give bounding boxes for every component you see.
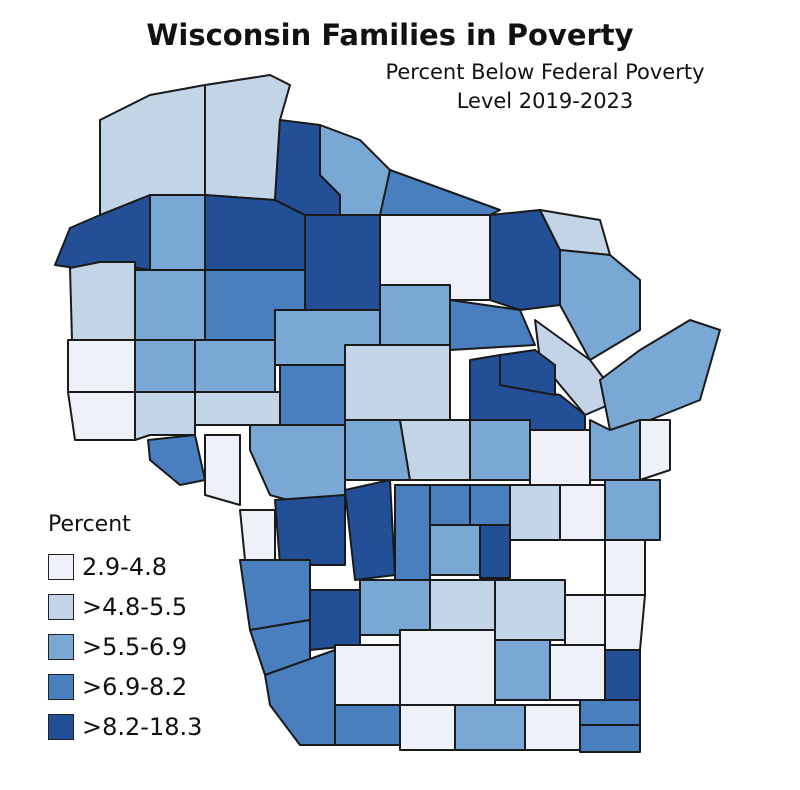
legend-swatch xyxy=(48,594,74,620)
county-shape xyxy=(204,434,241,506)
county-shape xyxy=(499,349,556,396)
legend-item: >4.8-5.5 xyxy=(48,587,202,627)
legend-swatch xyxy=(48,634,74,660)
county-shape xyxy=(454,704,526,751)
county-shape xyxy=(379,284,451,346)
county-shape xyxy=(399,419,471,481)
legend-item: >6.9-8.2 xyxy=(48,667,202,707)
county-shape xyxy=(304,214,381,311)
legend-label: >6.9-8.2 xyxy=(82,673,188,701)
county-shape xyxy=(249,424,346,506)
legend-label: 2.9-4.8 xyxy=(82,553,167,581)
county-shape xyxy=(344,344,451,421)
county-shape xyxy=(264,649,336,746)
county-shape xyxy=(134,269,206,341)
county-shape xyxy=(529,429,591,486)
legend-item: 2.9-4.8 xyxy=(48,547,202,587)
county-shape xyxy=(509,484,561,541)
county-shape xyxy=(579,724,641,753)
county-shape xyxy=(494,639,551,701)
county-shape xyxy=(604,479,661,541)
county-shape xyxy=(394,484,431,581)
county-shape xyxy=(274,494,346,566)
county-shape xyxy=(194,339,276,393)
county-shape xyxy=(239,559,311,631)
legend-swatch xyxy=(48,554,74,580)
county-shape xyxy=(194,391,281,426)
county-shape xyxy=(134,391,196,441)
county-shape xyxy=(334,704,401,746)
map-title: Wisconsin Families in Poverty xyxy=(146,18,634,52)
county-shape xyxy=(359,579,431,636)
county-shape xyxy=(429,484,471,526)
county-shape xyxy=(429,579,496,631)
county-shape xyxy=(344,479,396,581)
county-shape xyxy=(379,169,501,216)
county-shape xyxy=(449,299,536,351)
legend-item: >8.2-18.3 xyxy=(48,707,202,747)
county-shape xyxy=(479,524,511,579)
county-shape xyxy=(524,704,581,751)
subtitle-line-1: Percent Below Federal Poverty xyxy=(385,60,705,84)
county-shape xyxy=(494,579,566,641)
legend-swatch xyxy=(48,674,74,700)
county-shape xyxy=(469,419,531,481)
county-shape xyxy=(429,524,481,576)
legend: Percent 2.9-4.8 >4.8-5.5 >5.5-6.9 >6.9-8… xyxy=(48,512,202,747)
county-shape xyxy=(344,419,411,481)
county-shape xyxy=(69,261,136,341)
county-shape xyxy=(589,419,641,481)
county-shape xyxy=(67,391,136,441)
subtitle-line-2: Level 2019-2023 xyxy=(456,89,634,113)
county-shape xyxy=(564,594,606,646)
county-shape xyxy=(149,194,206,271)
legend-label: >8.2-18.3 xyxy=(82,713,203,741)
county-shape xyxy=(147,434,206,486)
county-shape xyxy=(604,539,646,596)
county-shape xyxy=(639,419,671,481)
county-shape xyxy=(549,644,606,701)
legend-title: Percent xyxy=(48,512,131,537)
county-shape xyxy=(134,339,196,393)
county-shape xyxy=(469,484,511,526)
map-subtitle: Percent Below Federal Poverty Level 2019… xyxy=(330,58,760,116)
county-shape xyxy=(334,644,401,706)
legend-item: >5.5-6.9 xyxy=(48,627,202,667)
county-layer xyxy=(54,74,721,753)
legend-label: >5.5-6.9 xyxy=(82,633,188,661)
legend-label: >4.8-5.5 xyxy=(82,593,188,621)
county-shape xyxy=(559,249,641,361)
legend-swatch xyxy=(48,714,74,740)
county-shape xyxy=(399,704,456,751)
county-shape xyxy=(579,699,641,726)
county-shape xyxy=(239,509,276,561)
county-shape xyxy=(559,484,606,541)
county-shape xyxy=(399,629,496,706)
county-shape xyxy=(67,339,136,393)
county-shape xyxy=(604,594,646,651)
county-shape xyxy=(604,649,641,706)
county-shape xyxy=(309,589,361,651)
